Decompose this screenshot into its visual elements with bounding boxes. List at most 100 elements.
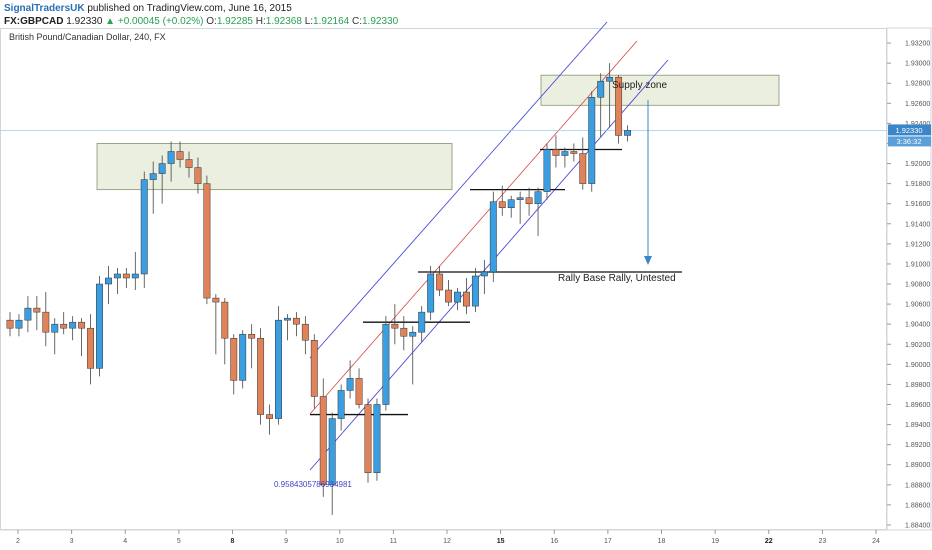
channel-lower-line xyxy=(309,59,669,471)
candle-body xyxy=(579,153,587,184)
candle-body xyxy=(543,149,551,192)
x-tick-label: 9 xyxy=(284,538,288,545)
y-tick-label: 1.91000 xyxy=(905,261,930,268)
candle-body xyxy=(292,317,300,325)
y-tick-label: 1.92400 xyxy=(905,121,930,128)
y-tick-label: 1.90600 xyxy=(905,302,930,309)
y-tick-label: 1.90400 xyxy=(905,322,930,329)
supply-zone-right xyxy=(540,74,780,106)
channel-median-line xyxy=(309,40,638,415)
candle-body xyxy=(275,319,282,419)
x-tick-label: 16 xyxy=(550,538,558,545)
x-tick-label: 19 xyxy=(711,538,719,545)
x-tick-label: 12 xyxy=(443,538,451,545)
x-tick-label: 17 xyxy=(604,538,612,545)
candle-body xyxy=(552,149,560,156)
countdown-label: 3:36:32 xyxy=(896,137,921,146)
close-value: 1.92330 xyxy=(361,16,399,27)
y-tick-label: 1.88800 xyxy=(905,482,930,489)
candle-body xyxy=(534,191,542,204)
last-price: 1.92330 xyxy=(66,16,103,27)
y-tick-label: 1.91800 xyxy=(905,181,930,188)
change-arrow-icon: ▲ xyxy=(105,16,116,27)
low-value: 1.92164 xyxy=(313,16,350,27)
candle-body xyxy=(409,331,417,337)
candle-body xyxy=(167,151,175,164)
candle-body xyxy=(373,404,381,474)
candle-body xyxy=(176,151,184,160)
supply-zone-label: Supply zone xyxy=(612,80,667,91)
close-label: C: xyxy=(351,16,362,27)
candle-body xyxy=(6,319,14,329)
candle-body xyxy=(257,337,265,415)
y-tick-label: 1.89400 xyxy=(905,422,930,429)
published-text: published on TradingView.com, June 16, 2… xyxy=(87,3,292,14)
y-tick-label: 1.89200 xyxy=(905,442,930,449)
candle-body xyxy=(87,327,94,369)
x-tick-label: 2 xyxy=(16,538,20,545)
candle-body xyxy=(105,277,112,285)
x-tick-label: 3 xyxy=(70,538,74,545)
supply-zone-left xyxy=(96,143,453,191)
candle-body xyxy=(480,271,488,277)
candle-body xyxy=(391,323,399,329)
candle-body xyxy=(561,151,569,156)
candle-body xyxy=(113,273,121,279)
candle-body xyxy=(454,291,461,303)
candle-body xyxy=(418,311,426,333)
countdown-badge xyxy=(888,136,931,147)
price-axis-badge xyxy=(888,124,931,136)
candle-body xyxy=(149,173,157,180)
candle-body xyxy=(463,291,470,307)
candle-body xyxy=(51,323,59,333)
x-tick-label: 24 xyxy=(872,538,880,545)
candle-body xyxy=(15,319,23,329)
price-axis xyxy=(886,27,932,531)
candle-body xyxy=(122,273,130,279)
candle-body xyxy=(337,390,345,419)
y-tick-label: 1.93000 xyxy=(905,61,930,68)
x-tick-label: 4 xyxy=(123,538,127,545)
author-link[interactable]: SignalTradersUK xyxy=(4,3,85,14)
candle-body xyxy=(516,197,524,200)
candle-body xyxy=(445,289,453,303)
candle-body xyxy=(498,201,506,208)
candle-body xyxy=(266,414,274,419)
candle-body xyxy=(319,396,327,486)
candle-body xyxy=(588,97,596,184)
y-tick-label: 1.90800 xyxy=(905,282,930,289)
y-tick-label: 1.92000 xyxy=(905,161,930,168)
x-tick-label: 11 xyxy=(390,538,397,545)
y-tick-label: 1.89000 xyxy=(905,462,930,469)
candle-body xyxy=(230,337,238,381)
candle-body xyxy=(364,404,372,474)
candle-body xyxy=(382,323,390,405)
candle-body xyxy=(570,151,578,154)
candle-body xyxy=(203,183,211,299)
candle-body xyxy=(221,301,229,339)
candle-body xyxy=(96,283,103,369)
chart-header: SignalTradersUK published on TradingView… xyxy=(4,2,924,28)
candle-body xyxy=(42,311,50,333)
candle-body xyxy=(400,327,408,337)
candle-body xyxy=(24,307,32,321)
candle-body xyxy=(436,273,444,291)
open-value: 1.92285 xyxy=(216,16,253,27)
channel-upper-line xyxy=(309,21,608,359)
candle-body xyxy=(284,317,291,321)
x-tick-label: 18 xyxy=(658,538,666,545)
candle-body xyxy=(248,333,256,339)
x-tick-label: 10 xyxy=(336,538,344,545)
open-label: O: xyxy=(206,16,217,27)
chart-title: British Pound/Canadian Dollar, 240, FX xyxy=(9,32,166,42)
candle-body xyxy=(33,307,41,313)
high-label: H: xyxy=(255,16,266,27)
x-tick-label: 22 xyxy=(765,538,773,545)
x-tick-label: 5 xyxy=(177,538,181,545)
x-tick-label: 15 xyxy=(497,538,505,545)
x-tick-label: 8 xyxy=(231,538,235,545)
y-tick-label: 1.89600 xyxy=(905,402,930,409)
candle-body xyxy=(355,378,363,405)
y-tick-label: 1.92800 xyxy=(905,81,930,88)
